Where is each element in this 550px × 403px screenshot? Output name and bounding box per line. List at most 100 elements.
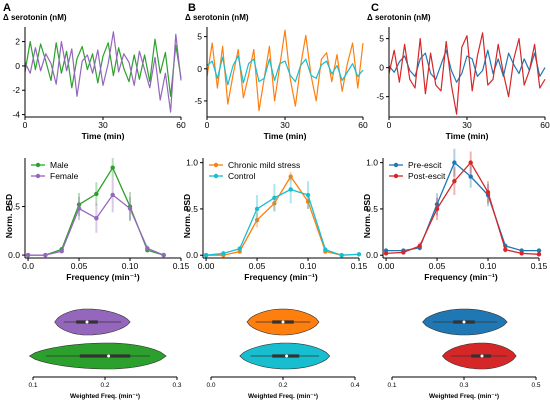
psd-point — [452, 160, 457, 165]
x-axis-title: Frequency (min⁻¹) — [244, 272, 318, 282]
y-tick-label: 1.0 — [186, 158, 198, 168]
y-axis-title: Norm. PSD — [4, 194, 14, 238]
psd-point — [203, 253, 209, 258]
y-axis-title: Norm. PSD — [182, 194, 192, 238]
legend-label: Control — [228, 171, 256, 181]
psd-panel-c-psd: 0.0 0.5 1.0 0.00 0.05 0.10 0.15 Frequency (min⁻… — [362, 148, 548, 282]
x-tick-label: 0.2 — [278, 382, 287, 389]
panel-letter-b: B — [188, 2, 196, 14]
violin-median-dot — [281, 320, 285, 324]
x-axis-title: Weighted Freq. (min⁻¹) — [70, 393, 140, 400]
psd-point — [145, 246, 150, 251]
violin-iqr-box — [79, 354, 131, 358]
psd-point — [417, 243, 422, 249]
violin-median-dot — [285, 354, 289, 358]
psd-point — [536, 252, 542, 257]
x-tick-label: 0.00 — [378, 261, 395, 271]
psd-point — [485, 190, 491, 195]
timeseries-panel-b: -5 0 5 0 30 60 Time (min) Δ serotonin (nM) — [185, 13, 368, 141]
x-tick-label: 0 — [23, 120, 28, 130]
series-line-1 — [206, 55, 364, 86]
x-tick-label: 0.15 — [173, 261, 190, 271]
x-tick-label: 60 — [540, 120, 550, 130]
y-tick-label: 0 — [379, 63, 384, 73]
psd-point — [161, 252, 166, 258]
psd-point — [503, 247, 508, 252]
psd-point — [356, 252, 362, 257]
psd-series-1 — [383, 151, 542, 257]
psd-line — [206, 188, 360, 256]
psd-point — [254, 217, 260, 223]
y-tick-label: 0.0 — [8, 250, 20, 260]
violin-median-dot — [85, 320, 89, 324]
y-tick-label: 1.0 — [366, 158, 378, 168]
y-axis-title: Δ serotonin (nM) — [3, 13, 67, 22]
series-line-0 — [388, 49, 546, 83]
psd-point — [323, 247, 328, 252]
x-tick-label: 0.2 — [100, 382, 109, 389]
psd-point — [254, 206, 260, 212]
legend-label: Post-escit — [408, 171, 446, 181]
x-tick-label: 0.0 — [206, 382, 215, 389]
violin-panel-b-violin: 0.0 0.2 0.4 Weighted Freq. (min⁻¹) — [206, 308, 360, 400]
panel-letter-a: A — [3, 2, 11, 14]
y-tick-label: 0 — [197, 64, 202, 74]
x-tick-label: 0.4 — [350, 382, 359, 389]
psd-point — [383, 251, 389, 256]
series-line-1 — [388, 32, 546, 115]
y-tick-label: 0.5 — [186, 204, 198, 214]
series-line-1 — [24, 31, 182, 113]
psd-point — [127, 206, 133, 211]
x-tick-label: 60 — [176, 120, 186, 130]
psd-line — [386, 161, 540, 255]
psd-point — [76, 206, 82, 211]
x-tick-label: 30 — [462, 120, 472, 130]
violin-median-dot — [480, 354, 484, 358]
psd-point — [25, 252, 31, 258]
psd-series-1 — [203, 175, 362, 258]
y-tick-label: 0.5 — [8, 202, 20, 212]
x-tick-label: 0.15 — [351, 261, 368, 271]
x-axis-title: Time (min) — [446, 131, 489, 141]
y-tick-label: 5 — [379, 34, 384, 44]
psd-point — [468, 160, 473, 165]
legend-swatch-marker — [35, 162, 41, 168]
series-line-0 — [24, 38, 182, 97]
y-tick-label: -2 — [12, 85, 20, 95]
psd-point — [43, 252, 48, 258]
y-tick-label: -5 — [376, 92, 384, 102]
psd-point — [272, 195, 277, 201]
psd-panel-b-psd: 0.0 0.5 1.0 0.00 0.05 0.10 0.15 Frequency (min⁻… — [182, 158, 368, 282]
x-tick-label: 0.3 — [172, 382, 181, 389]
timeseries-panel-c: -5 0 5 0 30 60 Time (min) Δ serotonin (nM) — [367, 13, 550, 141]
y-axis-title: Δ serotonin (nM) — [367, 13, 431, 22]
legend-swatch-marker — [393, 162, 399, 168]
y-tick-label: 5 — [197, 32, 202, 42]
psd-point — [110, 192, 115, 198]
x-tick-label: 0.05 — [71, 261, 88, 271]
psd-point — [401, 250, 406, 255]
x-tick-label: 30 — [98, 120, 108, 130]
psd-point — [94, 191, 99, 197]
x-axis-title: Frequency (min⁻¹) — [66, 272, 140, 282]
violin-median-dot — [462, 320, 466, 324]
x-axis-title: Time (min) — [264, 131, 307, 141]
x-tick-label: 30 — [280, 120, 290, 130]
violin-panel-c-violin: 0.1 0.3 0.5 Weighted Freq. (min⁻¹) — [387, 308, 541, 400]
x-tick-label: 0.15 — [531, 261, 548, 271]
psd-point — [468, 174, 473, 179]
legend-label: Male — [50, 160, 69, 170]
x-tick-label: 60 — [358, 120, 368, 130]
x-tick-label: 0.10 — [122, 261, 139, 271]
x-tick-label: 0.10 — [480, 261, 497, 271]
psd-point — [519, 251, 524, 256]
y-tick-label: 2 — [15, 37, 20, 47]
y-tick-label: -4 — [12, 110, 20, 120]
x-tick-label: 0.5 — [531, 382, 540, 389]
y-tick-label: 0.5 — [366, 204, 378, 214]
legend-swatch-marker — [213, 162, 219, 168]
x-tick-label: 0.0 — [22, 261, 34, 271]
y-tick-label: 0 — [15, 61, 20, 71]
